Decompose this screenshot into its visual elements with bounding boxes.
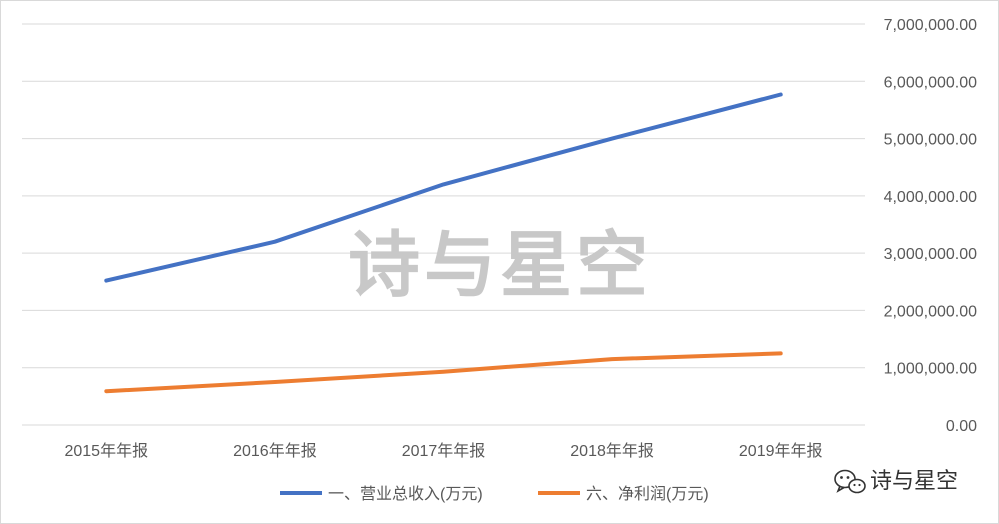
x-tick-label: 2016年年报 [233,442,317,460]
y-tick-label: 2,000,000.00 [884,303,978,320]
y-tick-label: 3,000,000.00 [884,246,978,263]
gridlines [22,23,865,426]
y-axis-ticks: 0.00 1,000,000.00 2,000,000.00 3,000,000.00… [884,17,978,435]
watermark: 诗与星空 [348,223,652,307]
legend: 一、营业总收入(万元) 六、净利润(万元) [280,485,709,503]
x-axis-ticks: 2015年年报 2016年年报 2017年年报 2018年年报 2019年年报 [64,442,822,460]
y-tick-label: 0.00 [946,418,977,435]
y-tick-label: 7,000,000.00 [884,17,978,34]
series-line-1 [104,92,783,283]
x-tick-label: 2017年年报 [402,442,486,460]
y-tick-label: 1,000,000.00 [884,361,978,378]
x-tick-label: 2015年年报 [64,442,148,460]
legend-item-2: 六、净利润(万元) [538,485,709,503]
legend-label: 六、净利润(万元) [586,485,709,503]
wechat-icon [834,469,866,494]
y-tick-label: 6,000,000.00 [884,74,978,91]
x-tick-label: 2019年年报 [739,442,823,460]
legend-item-1: 一、营业总收入(万元) [280,485,483,503]
series-line-2 [104,351,783,394]
brand-mark: 诗与星空 [834,469,958,494]
y-tick-label: 5,000,000.00 [884,132,978,149]
legend-label: 一、营业总收入(万元) [328,485,483,503]
y-tick-label: 4,000,000.00 [884,189,978,206]
series-lines [104,92,783,394]
brand-name: 诗与星空 [870,469,958,494]
x-tick-label: 2018年年报 [570,442,654,460]
